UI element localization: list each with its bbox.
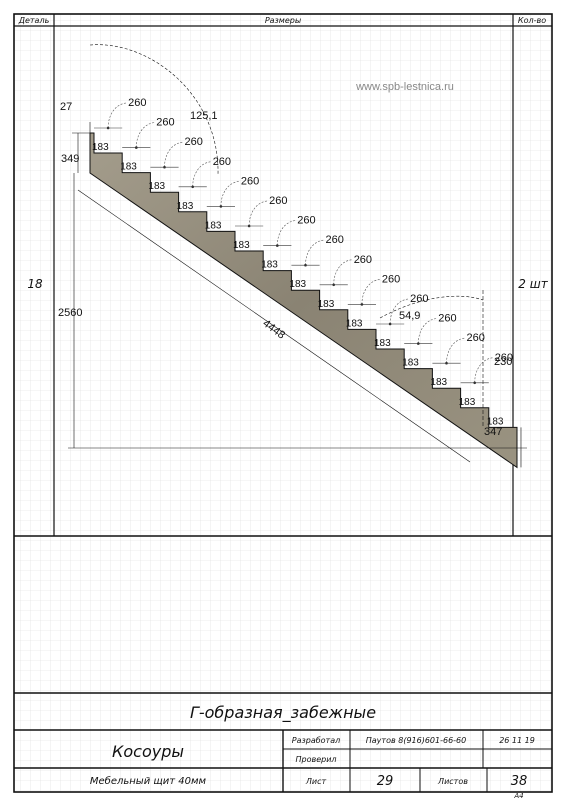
stringer-drawing: 183 183 183 183 183 183 183 183 183 183 183 183 183 1… — [58, 44, 527, 469]
sheets-label: Листов — [437, 777, 468, 786]
tread-label: 260 — [297, 215, 315, 227]
tread-leader — [333, 259, 352, 285]
tread-leader — [136, 122, 155, 148]
tread-label: 260 — [354, 254, 372, 266]
total-height-label: 2560 — [58, 307, 82, 319]
header-detail: Деталь — [18, 16, 50, 25]
row-detail-number: 18 — [27, 277, 43, 291]
tread-label: 260 — [410, 293, 428, 305]
stringer-body — [89, 132, 518, 469]
watermark: www.spb-lestnica.ru — [355, 81, 454, 93]
tread-leader — [361, 279, 380, 305]
drawing-date: 26 11 19 — [499, 736, 535, 745]
tread-dim-mark — [106, 126, 110, 130]
grid-background — [14, 14, 552, 792]
tread-leader — [164, 141, 183, 168]
tread-label: 260 — [156, 117, 174, 129]
angle-arc — [379, 295, 484, 319]
rise-label: 183 — [487, 416, 504, 427]
tread-dim-mark — [417, 342, 420, 345]
top-offset-label: 27 — [60, 101, 72, 113]
rise-label: 183 — [92, 142, 109, 153]
rise-label: 183 — [318, 299, 335, 310]
tread-leader — [389, 298, 409, 325]
tread-leader — [248, 200, 268, 227]
rise-label: 183 — [205, 220, 222, 231]
angle-label: 54,9 — [399, 310, 420, 322]
tread-label: 260 — [438, 313, 456, 325]
tread-leader — [474, 357, 493, 383]
material-name: Мебельный щит 40мм — [90, 775, 207, 787]
tread-dim-mark — [163, 165, 166, 169]
tread-dim-mark — [360, 303, 364, 306]
tread-dim-mark — [445, 361, 448, 365]
tread-leader — [192, 161, 211, 187]
tread-label: 260 — [185, 136, 203, 148]
tread-label: 260 — [467, 332, 485, 344]
first-tread-label: 125,1 — [190, 110, 218, 122]
project-title: Г-образная_забежные — [190, 703, 376, 723]
tread-leader — [305, 239, 324, 266]
header-dimensions: Размеры — [265, 16, 301, 25]
rise-label: 183 — [148, 181, 165, 192]
tread-dim-mark — [304, 263, 307, 267]
rise-label: 183 — [459, 397, 476, 408]
header-quantity: Кол-во — [518, 16, 546, 25]
tread-dim-mark — [473, 381, 477, 385]
tread-labels: 260 260 260 260 260 260 260 260 260 260 260 260 260 2… — [128, 97, 513, 364]
leader-lines — [94, 102, 493, 385]
tread-dim-mark — [276, 244, 279, 247]
rise-label: 183 — [261, 260, 278, 271]
rise-label: 183 — [346, 318, 363, 329]
sheet-number: 29 — [377, 774, 394, 789]
rise-labels: 183 183 183 183 183 183 183 183 183 183 183 183 183 1… — [92, 142, 504, 427]
row-quantity: 2 шт — [518, 277, 548, 291]
rise-label: 183 — [177, 201, 194, 212]
dimension-lines — [68, 44, 527, 468]
rise-label: 183 — [233, 240, 250, 251]
rise-label: 183 — [402, 358, 419, 369]
tread-dim-mark — [332, 283, 336, 287]
tread-dim-mark — [219, 205, 223, 208]
tread-leader — [220, 181, 239, 207]
sheets-total: 38 — [511, 774, 528, 789]
tread-leader — [446, 337, 465, 364]
sheet-label: Лист — [305, 777, 327, 786]
top-height-label: 349 — [61, 153, 79, 165]
tread-label: 260 — [269, 195, 287, 207]
tread-dim-mark — [388, 322, 392, 326]
last-tread-label: 230 — [494, 356, 512, 368]
tread-dim-mark — [135, 146, 138, 149]
tread-leader — [107, 102, 127, 129]
tread-leader — [418, 318, 437, 344]
rise-label: 183 — [289, 279, 306, 290]
rise-label: 183 — [120, 162, 137, 173]
bottom-height-label: 347 — [484, 426, 502, 438]
tread-dim-mark — [247, 224, 251, 228]
part-name: Косоуры — [112, 742, 184, 761]
length-dim-line — [77, 189, 471, 463]
tread-label: 260 — [241, 175, 259, 187]
rise-label: 183 — [430, 377, 447, 388]
top-arc — [89, 44, 219, 176]
tread-label: 260 — [128, 97, 146, 109]
rise-label: 183 — [374, 338, 391, 349]
tread-leader — [277, 220, 296, 246]
developed-label: Разработал — [292, 736, 340, 745]
tread-label: 260 — [326, 234, 344, 246]
title-block — [14, 692, 552, 792]
paper-format: A4 — [513, 792, 523, 800]
developer-name: Паутов 8(916)601-66-60 — [366, 736, 466, 745]
tread-label: 260 — [495, 352, 513, 364]
tread-dim-mark — [191, 185, 194, 189]
tread-label: 260 — [382, 273, 400, 285]
tread-label: 260 — [213, 156, 231, 168]
checked-label: Проверил — [295, 755, 336, 764]
